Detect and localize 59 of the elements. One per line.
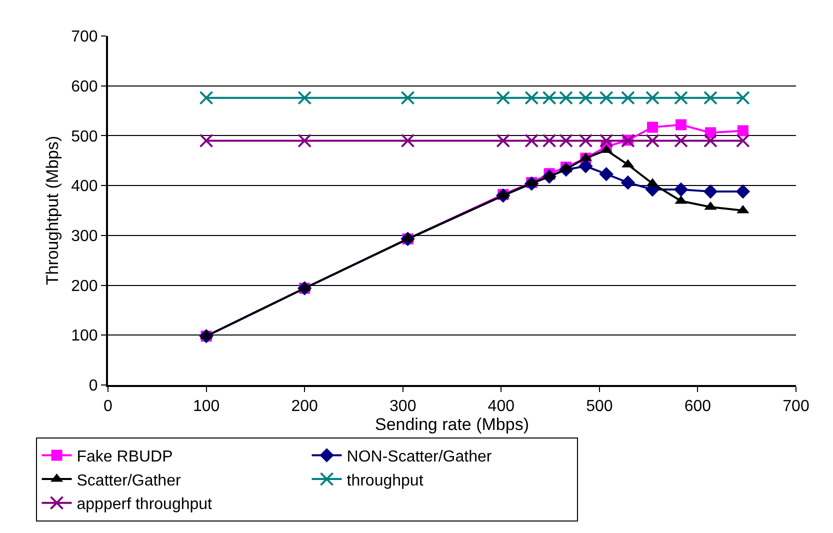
legend-label: appperf throughput [76,496,213,514]
y-tick-label: 100 [71,328,98,345]
y-tick-label: 500 [71,128,98,146]
point [599,134,614,148]
y-tick-label: 300 [71,228,98,246]
point [400,134,415,148]
point [199,90,214,105]
y-tick-label: 400 [71,178,98,196]
point [599,90,614,105]
x-tick-label: 0 [104,398,113,416]
point [674,90,688,105]
point [524,134,539,148]
point [542,134,556,148]
point [737,125,748,136]
y-tick-label: 700 [71,28,98,46]
legend-label: Fake RBUDP [76,448,173,466]
x-tick-label: 200 [291,398,318,416]
point [400,90,415,105]
point [298,134,312,148]
point [620,175,636,190]
point [559,90,574,105]
point [524,90,539,105]
point [703,184,718,199]
point [496,90,510,105]
point [542,90,556,105]
y-tick-label: 600 [71,78,98,96]
point [646,90,660,105]
point [674,134,688,148]
point [620,90,635,105]
point [599,166,614,182]
legend-label: throughput [346,472,424,490]
point [674,182,688,197]
legend-label: Scatter/Gather [76,472,182,490]
point [647,122,658,133]
x-tick-label: 100 [192,398,220,416]
point [736,134,750,148]
point [496,134,510,148]
point [703,134,718,148]
point [646,134,660,148]
point [578,90,593,105]
point [578,158,593,174]
point [703,90,718,105]
x-axis-title: Sending rate (Mbps) [374,415,530,434]
point [578,134,593,148]
y-tick-label: 0 [88,378,98,395]
point [736,90,750,105]
point [676,119,687,130]
point [559,134,574,148]
x-tick-label: 700 [782,398,810,416]
legend-label: NON-Scatter/Gather [346,448,492,466]
point [736,184,750,199]
x-tick-label: 300 [390,398,416,416]
x-tick-label: 500 [586,398,613,416]
x-tick-label: 400 [488,398,515,416]
x-tick-label: 600 [684,398,712,416]
y-tick-label: 200 [71,278,98,295]
point [298,90,312,105]
y-axis-title: Throughtput (Mbps) [43,136,62,286]
point [199,134,214,148]
